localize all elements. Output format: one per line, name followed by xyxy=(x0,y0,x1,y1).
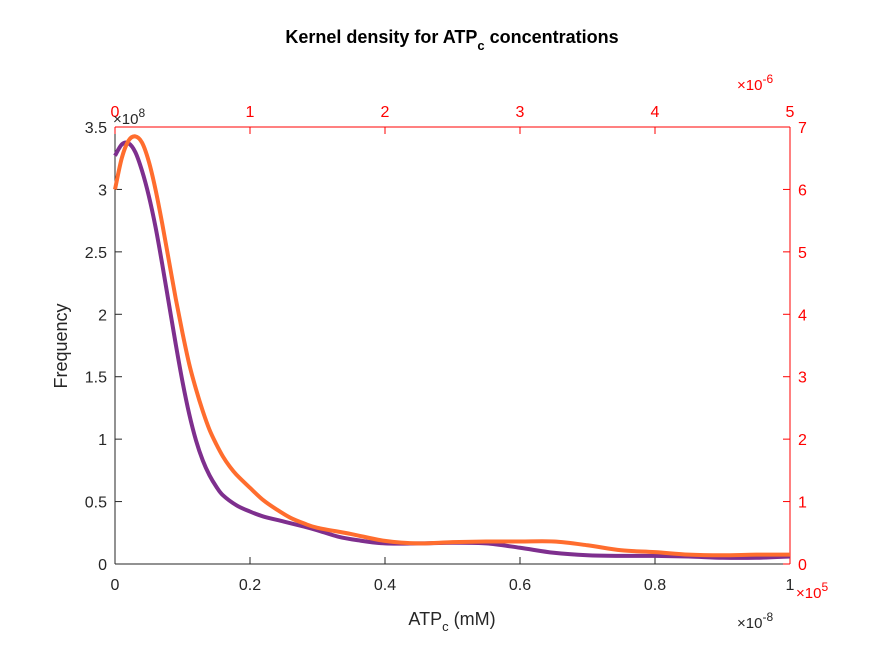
left-axis-tick-label: 3 xyxy=(98,182,107,199)
series-layer xyxy=(113,134,791,560)
bottom-x-axis: 0 0.2 0.4 0.6 0.8 1 xyxy=(111,557,795,594)
right-axis-exponent: ×105 xyxy=(796,580,828,602)
bottom-axis-tick-label: 0.4 xyxy=(374,577,396,594)
bottom-axis-tick-label: 0 xyxy=(111,577,120,594)
right-axis-tick-label: 1 xyxy=(798,495,807,512)
top-axis-tick-label: 5 xyxy=(786,104,795,121)
bottom-axis-exponent: ×10-8 xyxy=(737,610,773,632)
right-axis-tick-label: 3 xyxy=(798,370,807,387)
left-axis-tick-label: 3.5 xyxy=(85,120,107,137)
bottom-axis-tick-label: 1 xyxy=(786,577,795,594)
bottom-axis-tick-label: 0.8 xyxy=(644,577,666,594)
left-axis-tick-label: 0 xyxy=(98,557,107,574)
chart-title-subscript: c xyxy=(477,38,484,53)
left-axis-exponent: ×108 xyxy=(113,106,145,128)
density-series-line-2 xyxy=(113,134,791,558)
top-axis-tick-label: 0 xyxy=(111,104,120,121)
top-axis-tick-label: 3 xyxy=(516,104,525,121)
right-axis-tick-label: 2 xyxy=(798,432,807,449)
plot-area xyxy=(115,127,790,564)
right-axis-tick-label: 0 xyxy=(798,557,807,574)
left-axis-tick-label: 2.5 xyxy=(85,245,107,262)
chart-title: Kernel density for ATPc concentrations xyxy=(285,27,618,53)
top-axis-tick-label: 2 xyxy=(381,104,390,121)
left-axis-tick-label: 1 xyxy=(98,432,107,449)
x-axis-label-subscript: c xyxy=(442,619,449,634)
right-axis-tick-label: 4 xyxy=(798,307,807,324)
bottom-axis-tick-label: 0.2 xyxy=(239,577,261,594)
left-axis-tick-label: 0.5 xyxy=(85,495,107,512)
density-series-line-1 xyxy=(113,140,791,560)
bottom-axis-tick-label: 0.6 xyxy=(509,577,531,594)
top-axis-tick-label: 4 xyxy=(651,104,660,121)
right-axis-tick-label: 7 xyxy=(798,120,807,137)
right-axis-tick-label: 5 xyxy=(798,245,807,262)
right-y-axis: 0 1 2 3 4 5 6 7 xyxy=(783,120,807,574)
left-axis-tick-label: 2 xyxy=(98,307,107,324)
left-y-axis: 0 0.5 1 1.5 2 2.5 3 3.5 xyxy=(85,120,122,574)
right-axis-tick-label: 6 xyxy=(798,182,807,199)
x-axis-label: ATPc (mM) xyxy=(408,609,495,634)
top-x-axis: 0 1 2 3 4 5 xyxy=(111,104,795,134)
left-axis-tick-label: 1.5 xyxy=(85,370,107,387)
top-axis-tick-label: 1 xyxy=(246,104,255,121)
top-axis-exponent: ×10-6 xyxy=(737,72,773,94)
y-axis-label: Frequency xyxy=(51,303,71,388)
